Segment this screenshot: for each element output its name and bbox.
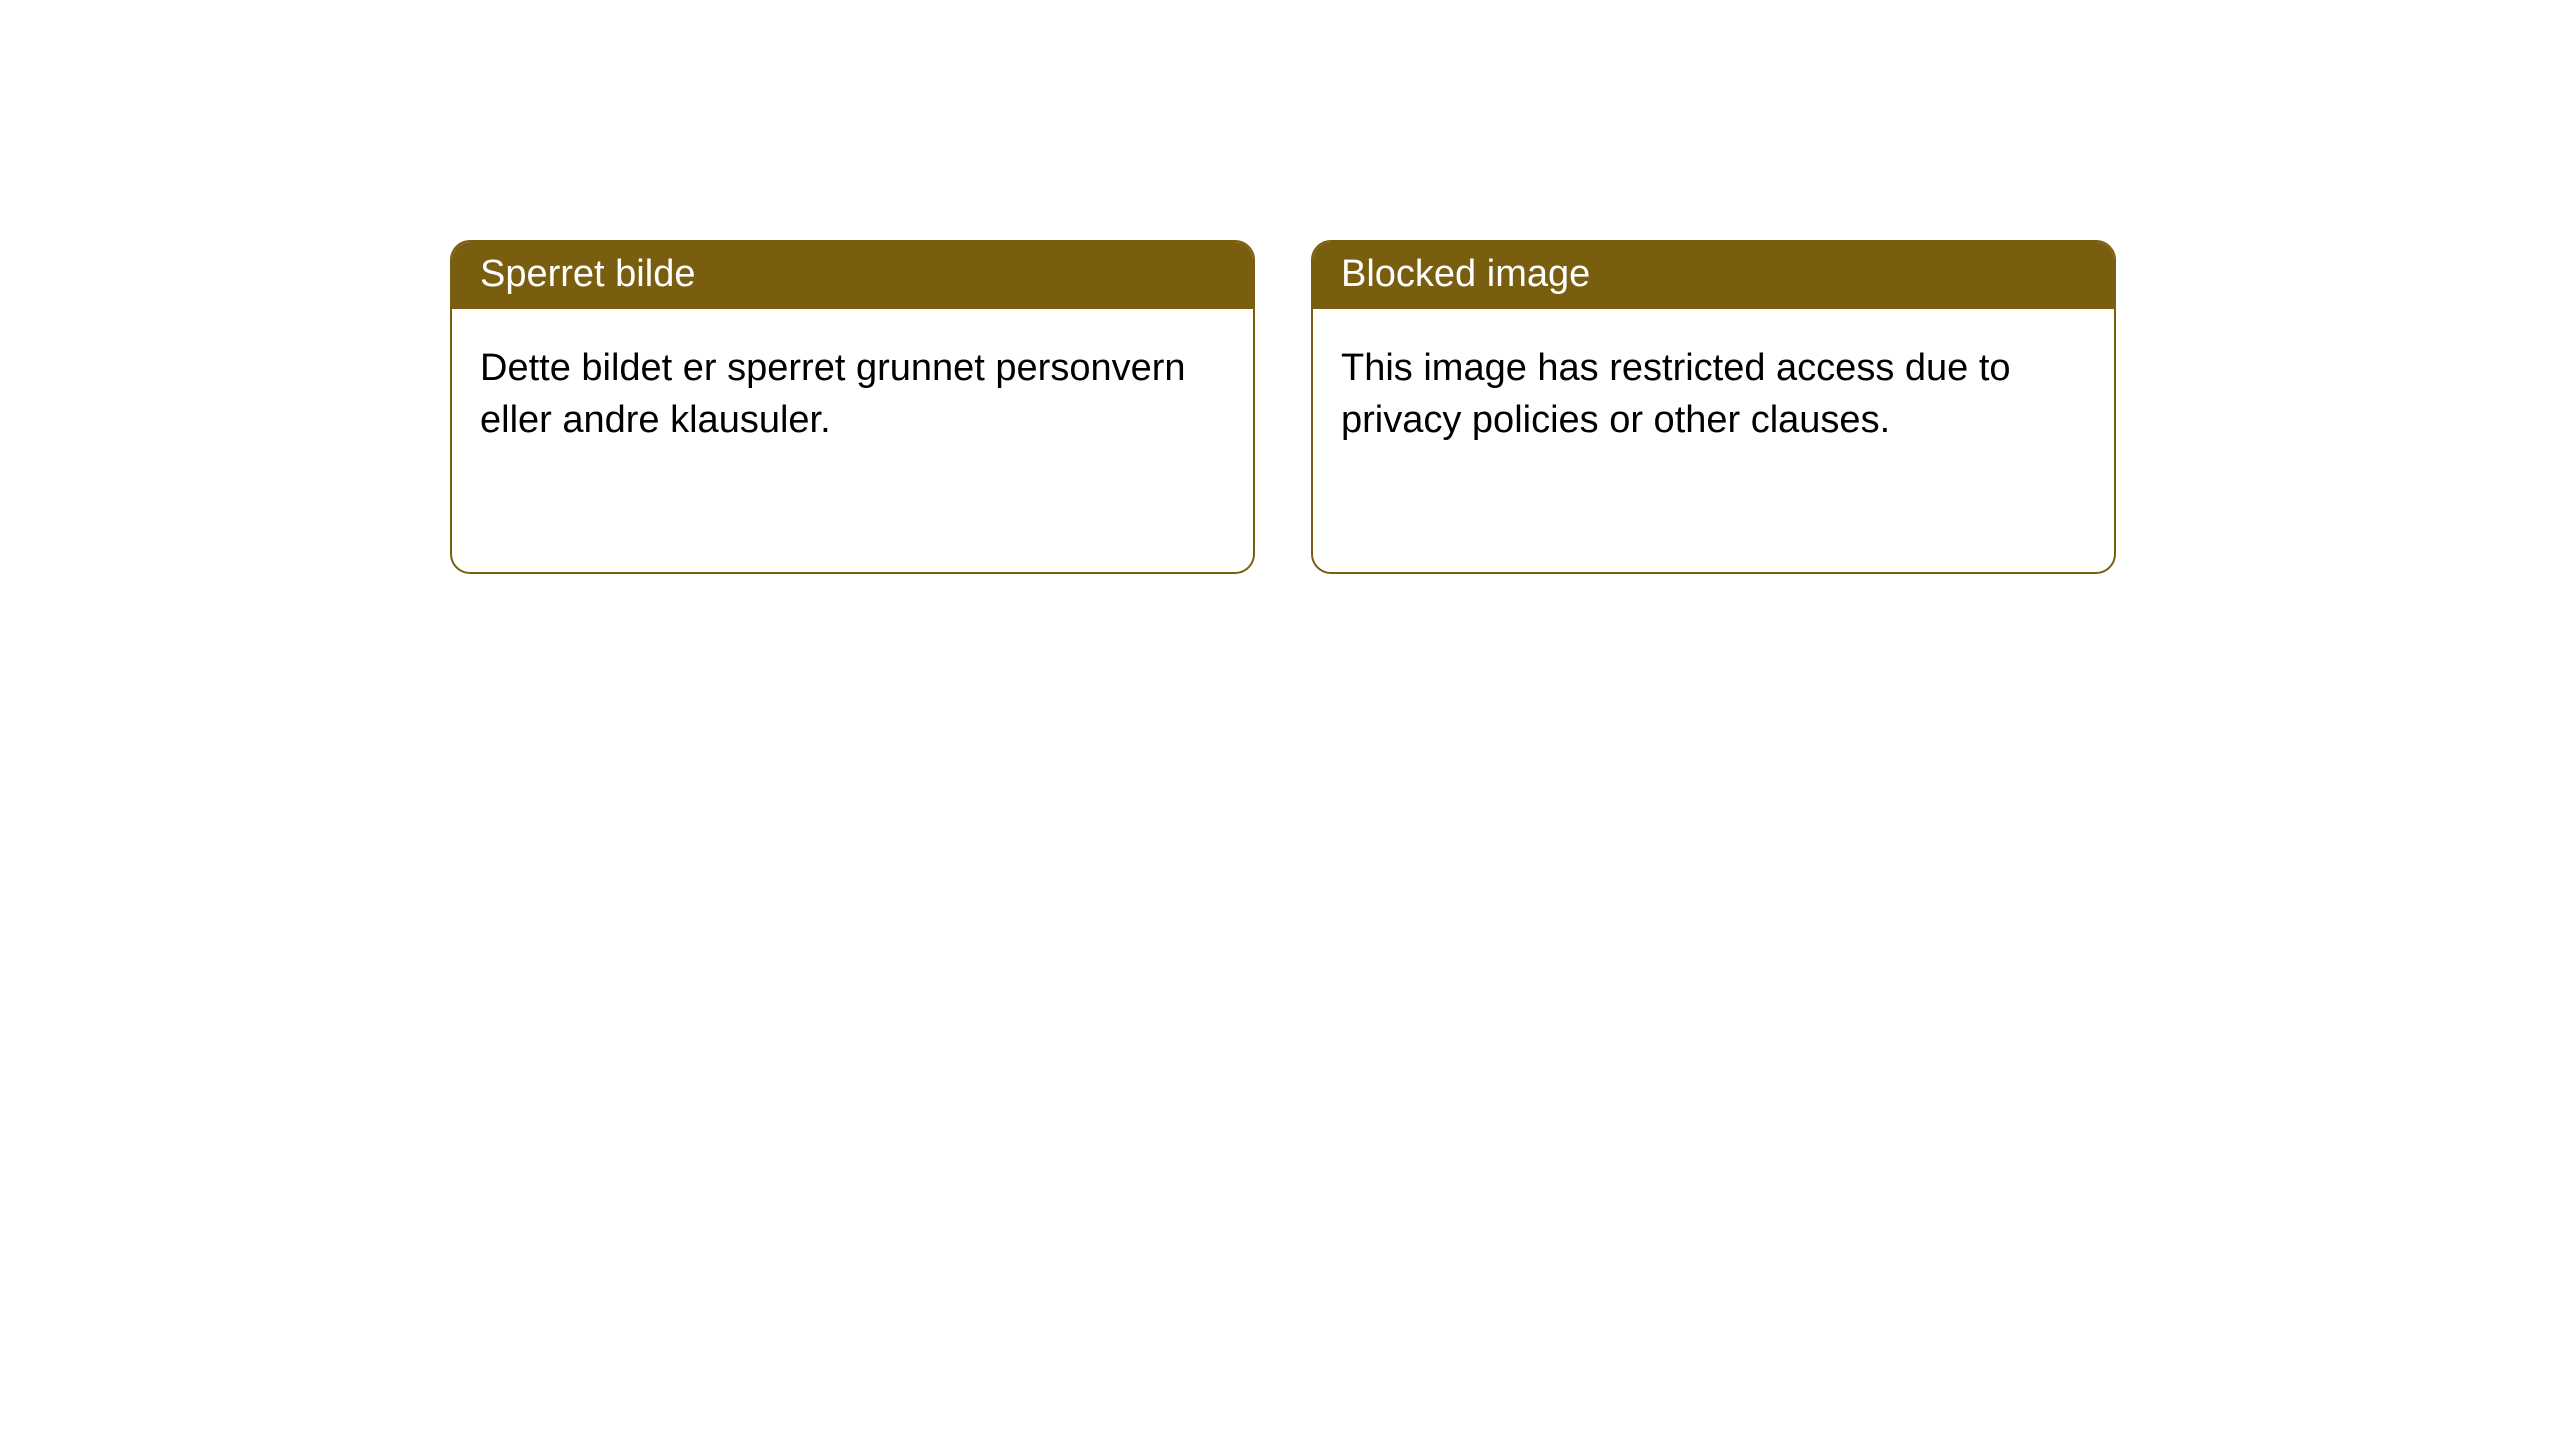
notice-card-english: Blocked image This image has restricted … bbox=[1311, 240, 2116, 574]
notice-card-norwegian: Sperret bilde Dette bildet er sperret gr… bbox=[450, 240, 1255, 574]
notice-card-title: Blocked image bbox=[1313, 242, 2114, 309]
notice-card-body: Dette bildet er sperret grunnet personve… bbox=[452, 309, 1253, 480]
notice-card-title: Sperret bilde bbox=[452, 242, 1253, 309]
notice-card-body: This image has restricted access due to … bbox=[1313, 309, 2114, 480]
notice-container: Sperret bilde Dette bildet er sperret gr… bbox=[0, 0, 2560, 574]
